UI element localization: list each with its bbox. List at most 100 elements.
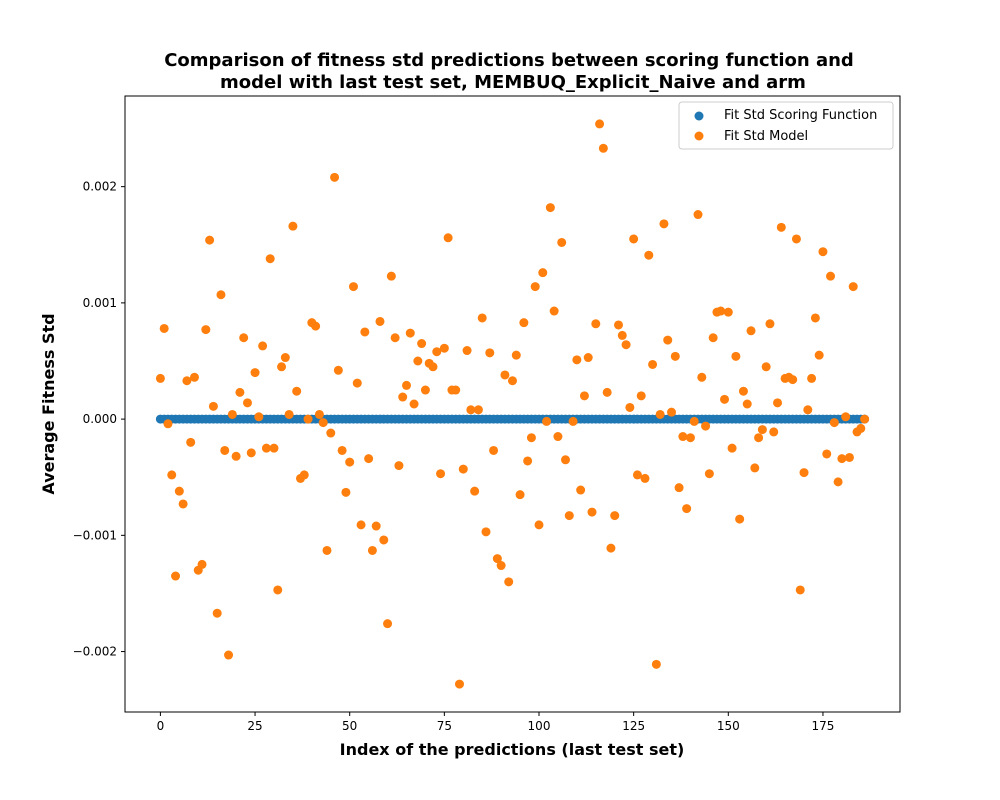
model-point [318, 418, 328, 428]
model-point [765, 319, 775, 329]
model-point [159, 323, 169, 333]
model-point [273, 585, 283, 595]
model-point [553, 432, 563, 442]
model-point [227, 409, 237, 419]
model-point [829, 418, 839, 428]
model-point [629, 234, 639, 244]
model-point [523, 456, 533, 466]
model-point [265, 254, 275, 264]
model-point [462, 346, 472, 356]
model-point [579, 391, 589, 401]
model-point [791, 234, 801, 244]
model-point [277, 362, 287, 372]
model-point [189, 372, 199, 382]
model-point [511, 350, 521, 360]
model-point [667, 407, 677, 417]
model-point [220, 445, 230, 455]
model-point [356, 520, 366, 530]
x-tick-label: 25 [247, 719, 262, 733]
model-point [428, 362, 438, 372]
model-point [155, 373, 165, 383]
series-model [155, 119, 870, 689]
model-point [678, 432, 688, 442]
y-tick-label: −0.001 [73, 528, 117, 542]
model-point [648, 359, 658, 369]
model-point [398, 392, 408, 402]
model-point [261, 443, 271, 453]
model-point [269, 443, 279, 453]
model-point [746, 326, 756, 336]
model-point [367, 545, 377, 555]
model-point [636, 391, 646, 401]
model-point [492, 554, 502, 564]
model-point [644, 250, 654, 260]
model-point [311, 321, 321, 331]
model-point [810, 313, 820, 323]
model-point [182, 376, 192, 386]
model-point [848, 282, 858, 292]
model-point [242, 398, 252, 408]
x-axis-ticks: 0 25 50 75 100 125 150 175 [157, 712, 834, 733]
model-point [727, 443, 737, 453]
model-point [587, 507, 597, 517]
model-point [250, 368, 260, 378]
model-point [651, 659, 661, 669]
model-point [557, 237, 567, 247]
model-point [674, 483, 684, 493]
y-tick-label: 0.001 [83, 296, 117, 310]
model-point [515, 490, 525, 500]
model-point [769, 427, 779, 437]
model-point [333, 365, 343, 375]
y-tick-label: 0.002 [83, 180, 117, 194]
model-point [205, 235, 215, 245]
model-point [231, 451, 241, 461]
model-point [564, 511, 574, 521]
model-point [844, 452, 854, 462]
model-point [750, 463, 760, 473]
model-point [417, 339, 427, 349]
x-tick-label: 50 [342, 719, 357, 733]
model-point [591, 319, 601, 329]
model-point [685, 433, 695, 443]
x-tick-label: 125 [622, 719, 645, 733]
model-point [420, 385, 430, 395]
model-point [379, 535, 389, 545]
model-point [216, 290, 226, 300]
model-point [697, 372, 707, 382]
model-point [174, 486, 184, 496]
model-point [470, 486, 480, 496]
model-point [348, 282, 358, 292]
model-point [360, 327, 370, 337]
model-point [208, 401, 218, 411]
model-point [519, 318, 529, 328]
model-point [254, 412, 264, 422]
model-point [788, 375, 798, 385]
legend-label-scoring-function: Fit Std Scoring Function [724, 108, 877, 123]
model-point [822, 449, 832, 459]
model-point [598, 143, 608, 153]
model-point [280, 353, 290, 363]
model-point [742, 399, 752, 409]
model-point [432, 347, 442, 357]
model-point [799, 468, 809, 478]
model-point [496, 561, 506, 571]
legend-frame [678, 101, 894, 150]
x-tick-label: 100 [528, 719, 551, 733]
model-point [682, 504, 692, 514]
model-point [731, 351, 741, 361]
model-point [606, 543, 616, 553]
model-point [625, 402, 635, 412]
model-point [735, 514, 745, 524]
x-tick-label: 150 [717, 719, 740, 733]
y-tick-label: 0.000 [83, 412, 117, 426]
model-point [352, 378, 362, 388]
model-point [186, 437, 196, 447]
model-point [481, 527, 491, 537]
model-point [383, 619, 393, 629]
model-point [549, 306, 559, 316]
model-point [761, 362, 771, 372]
y-tick-label: −0.002 [73, 645, 117, 659]
model-point [386, 271, 396, 281]
model-point [466, 405, 476, 415]
model-point [632, 470, 642, 480]
